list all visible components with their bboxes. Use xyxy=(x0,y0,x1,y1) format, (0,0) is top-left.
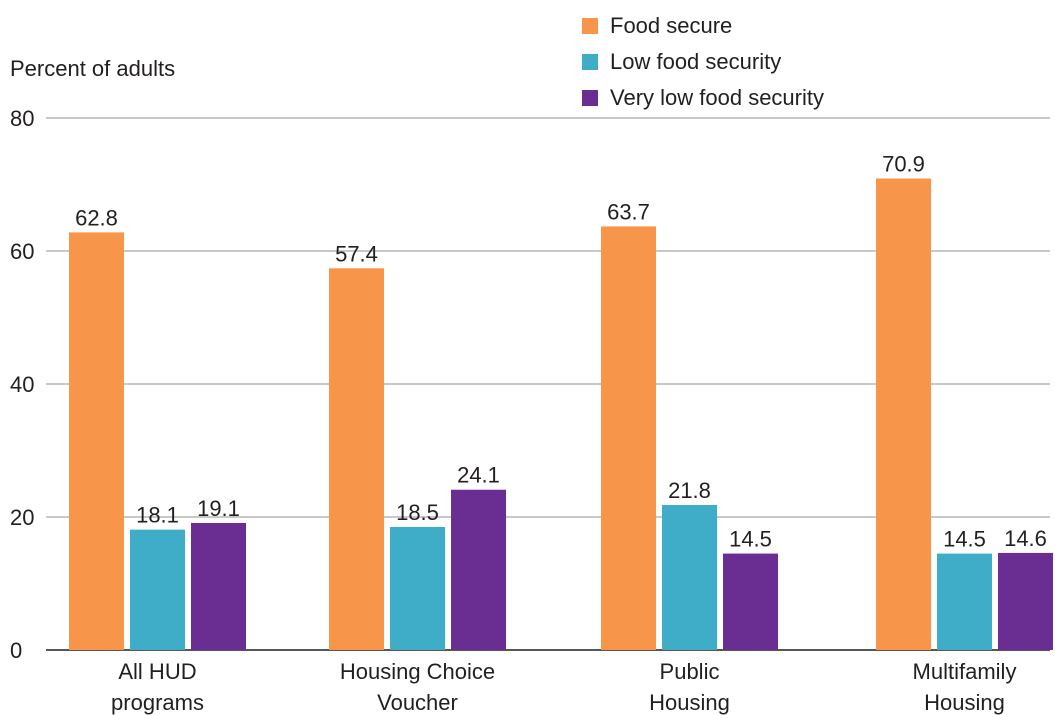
data-label: 57.4 xyxy=(335,241,378,266)
x-tick-label: Multifamily xyxy=(913,659,1017,684)
data-label: 14.6 xyxy=(1004,526,1047,551)
legend-item-food-secure: Food secure xyxy=(582,8,824,44)
bar xyxy=(329,268,384,650)
legend-label: Very low food security xyxy=(610,85,824,110)
data-label: 21.8 xyxy=(668,478,711,503)
legend-label: Low food security xyxy=(610,49,782,74)
x-tick-label: programs xyxy=(111,690,204,715)
x-tick-label: Housing xyxy=(649,690,730,715)
legend-swatch xyxy=(582,18,598,34)
data-label: 14.5 xyxy=(943,527,986,552)
y-axis-label: Percent of adults xyxy=(10,56,176,81)
x-tick-label: All HUD xyxy=(118,659,196,684)
data-label: 14.5 xyxy=(729,527,772,552)
bar xyxy=(69,232,124,650)
data-label: 18.1 xyxy=(136,503,179,528)
bar xyxy=(191,522,246,650)
bar xyxy=(937,553,992,650)
legend-swatch xyxy=(582,54,598,70)
y-tick-label: 40 xyxy=(10,372,34,397)
y-tick-label: 20 xyxy=(10,505,34,530)
bar xyxy=(390,526,445,650)
bar xyxy=(451,489,506,650)
x-tick-label: Housing xyxy=(924,690,1005,715)
legend: Food secure Low food security Very low f… xyxy=(582,8,824,116)
bar xyxy=(601,226,656,650)
bar xyxy=(723,553,778,650)
bar xyxy=(662,505,717,650)
y-tick-label: 60 xyxy=(10,239,34,264)
bar xyxy=(130,529,185,650)
legend-item-very-low-food-security: Very low food security xyxy=(582,80,824,116)
legend-swatch xyxy=(582,90,598,106)
legend-label: Food secure xyxy=(610,13,733,38)
bar xyxy=(998,552,1053,650)
data-label: 63.7 xyxy=(607,199,650,224)
data-label: 18.5 xyxy=(396,500,439,525)
data-label: 24.1 xyxy=(457,463,500,488)
legend-item-low-food-security: Low food security xyxy=(582,44,824,80)
data-label: 62.8 xyxy=(75,205,118,230)
x-tick-label: Housing Choice xyxy=(340,659,495,684)
y-tick-label: 80 xyxy=(10,106,34,131)
data-label: 70.9 xyxy=(882,152,925,177)
x-tick-label: Voucher xyxy=(377,690,458,715)
y-tick-label: 0 xyxy=(10,638,22,663)
bar xyxy=(876,178,931,650)
data-label: 19.1 xyxy=(197,496,240,521)
x-tick-label: Public xyxy=(660,659,720,684)
